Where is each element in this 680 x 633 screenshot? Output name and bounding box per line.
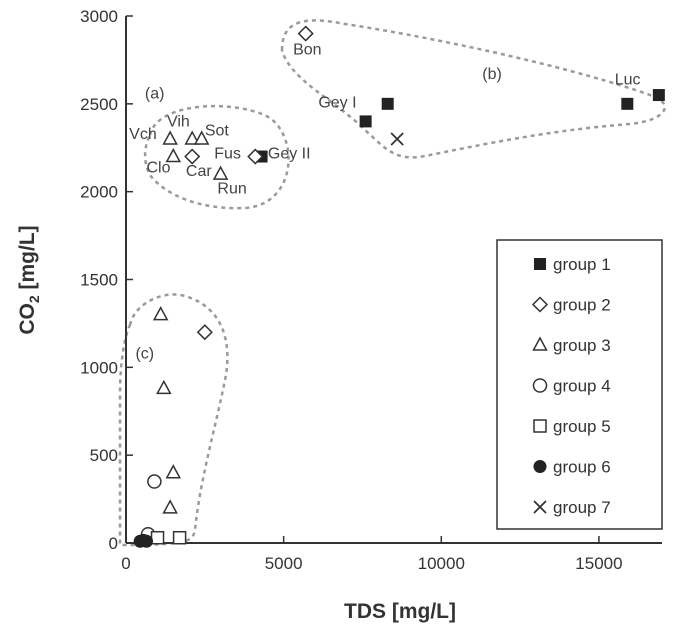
group-2-point	[196, 324, 213, 341]
point-annotation: Car	[186, 163, 212, 180]
group-3-point	[165, 464, 182, 479]
legend-marker-group-6	[533, 460, 547, 473]
x-tick-label: 0	[121, 554, 130, 573]
point-annotations: Bon Gey I Luc Vch Vih Sot Fus Gey II Clo Car Run	[129, 42, 640, 198]
group-3-point	[162, 130, 178, 145]
point-annotation: Bon	[293, 42, 321, 59]
group-4-point	[147, 474, 162, 489]
legend-marker-group-1	[534, 258, 546, 270]
y-tick-label: 500	[90, 446, 118, 465]
legend-label: group 6	[553, 458, 611, 477]
point-annotation: Gey II	[268, 145, 311, 162]
region-labels: (a) (b) (c)	[135, 66, 501, 362]
x-tick-label: 5000	[265, 554, 303, 573]
point-annotation: Clo	[146, 159, 170, 176]
y-axis-title-tail: [mg/L]	[16, 225, 39, 295]
y-tick-label: 3000	[80, 7, 118, 26]
y-axis-title-sub: 2	[26, 295, 42, 303]
y-tick-label: 1500	[80, 271, 118, 290]
region-b-outline	[280, 19, 666, 159]
legend-label: group 7	[553, 498, 611, 517]
legend-label: group 4	[553, 377, 611, 396]
group-3-point	[212, 165, 229, 180]
x-tick-label: 10000	[418, 554, 465, 573]
group-2-point	[297, 25, 314, 42]
point-annotation: Gey I	[318, 94, 356, 111]
group-2-point	[247, 148, 264, 165]
group-5-point	[150, 530, 165, 545]
axes: 0 5000 10000 15000 0 500 1000 1500 2000 2500 3000	[80, 7, 662, 573]
region-c-outline	[118, 293, 229, 547]
region-label: (b)	[482, 66, 502, 83]
group-1-point	[359, 115, 372, 128]
y-tick-label: 2000	[80, 183, 118, 202]
x-axis-title: TDS [mg/L]	[344, 600, 456, 623]
group-3-point	[156, 379, 172, 395]
group-2-point	[184, 148, 201, 165]
y-tick-label: 0	[109, 534, 118, 553]
point-annotation: Run	[217, 180, 246, 197]
point-annotation: Fus	[214, 145, 241, 162]
group-6-point	[139, 534, 153, 548]
group-1-point	[621, 97, 634, 110]
region-outlines	[118, 19, 666, 547]
legend-label: group 5	[553, 417, 611, 436]
legend-marker-group-4	[532, 378, 548, 393]
point-annotation: Vch	[129, 126, 157, 143]
group-3-point	[184, 130, 200, 145]
region-label: (c)	[135, 346, 154, 363]
legend-label: group 3	[553, 336, 611, 355]
region-a-outline	[143, 104, 290, 210]
legend-marker-group-3	[532, 336, 548, 351]
legend-marker-group-2	[531, 296, 549, 313]
point-annotation: Luc	[615, 72, 641, 89]
point-annotation: Vih	[167, 114, 190, 131]
y-ticks: 0 500 1000 1500 2000 2500 3000	[80, 7, 133, 553]
legend: group 1 group 2 group 3 group 4 group 5 group…	[496, 239, 663, 530]
legend-label: group 1	[553, 255, 611, 274]
y-axis-title-main: CO	[16, 303, 39, 335]
group-3-point	[165, 147, 182, 163]
legend-box	[496, 239, 663, 530]
group-7-point	[390, 132, 404, 146]
region-label: (a)	[145, 86, 165, 103]
group-3-point	[162, 499, 178, 514]
group-1-point	[652, 89, 665, 102]
group-3-point	[193, 130, 210, 145]
legend-marker-group-7	[533, 500, 547, 514]
y-axis-title: CO2 [mg/L]	[16, 225, 42, 334]
group-5-point	[172, 530, 187, 545]
point-annotation: Sot	[205, 122, 230, 139]
x-ticks: 0 5000 10000 15000	[121, 536, 623, 573]
x-tick-label: 15000	[575, 554, 622, 573]
data-points	[133, 25, 665, 548]
group-3-point	[152, 306, 169, 321]
y-tick-label: 2500	[80, 95, 118, 114]
y-tick-label: 1000	[80, 358, 118, 377]
legend-items: group 1 group 2 group 3 group 4 group 5 group…	[531, 255, 611, 517]
legend-label: group 2	[553, 296, 611, 315]
legend-marker-group-5	[533, 419, 547, 433]
group-1-point	[381, 97, 394, 110]
